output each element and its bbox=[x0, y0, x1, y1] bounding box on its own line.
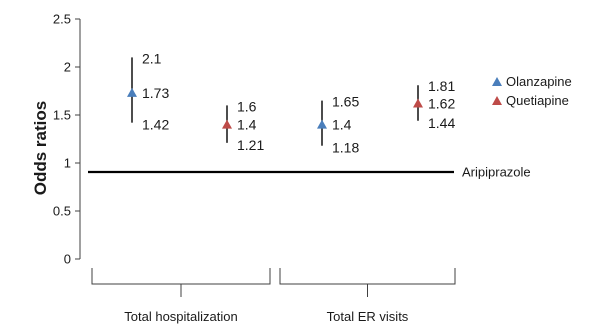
data-points: 2.1 1.73 1.42 1.65 1.4 1.18 1.6 1.4 1.21 1.811.62… bbox=[127, 50, 455, 156]
point-marker bbox=[222, 119, 232, 129]
point-value-label: 1.4 bbox=[237, 117, 257, 133]
y-tick-label: 0.5 bbox=[53, 204, 71, 219]
upper-ci-label: 1.81 bbox=[428, 78, 455, 94]
lower-ci-label: 1.44 bbox=[428, 115, 455, 131]
category-label: Total hospitalization bbox=[124, 309, 237, 324]
reference-line-group: Aripiprazole bbox=[88, 165, 531, 180]
point-marker bbox=[413, 98, 423, 108]
legend: Olanzapine Quetiapine bbox=[492, 74, 572, 108]
point-marker bbox=[127, 87, 137, 97]
reference-label: Aripiprazole bbox=[462, 165, 531, 180]
category-label: Total ER visits bbox=[327, 309, 409, 324]
legend-label: Olanzapine bbox=[506, 74, 572, 89]
upper-ci-label: 2.1 bbox=[142, 50, 162, 66]
upper-ci-label: 1.65 bbox=[332, 94, 359, 110]
legend-label: Quetiapine bbox=[506, 93, 569, 108]
y-axis: 0 0.5 1 1.5 2 2.5 bbox=[53, 12, 81, 267]
category-bracket bbox=[279, 268, 456, 297]
lower-ci-label: 1.21 bbox=[237, 137, 264, 153]
y-tick-label: 1 bbox=[64, 156, 71, 171]
point-value-label: 1.62 bbox=[428, 95, 455, 111]
y-tick-label: 0 bbox=[64, 252, 71, 267]
point-value-label: 1.73 bbox=[142, 85, 169, 101]
point-marker bbox=[317, 119, 327, 129]
upper-ci-label: 1.6 bbox=[237, 98, 257, 114]
y-tick-label: 1.5 bbox=[53, 108, 71, 123]
point-value-label: 1.4 bbox=[332, 117, 352, 133]
lower-ci-label: 1.42 bbox=[142, 117, 169, 133]
y-tick-label: 2 bbox=[64, 60, 71, 75]
category-brackets: Total hospitalization Total ER visits bbox=[91, 268, 456, 324]
category-bracket bbox=[91, 268, 271, 297]
legend-marker bbox=[492, 77, 502, 86]
legend-marker bbox=[492, 96, 502, 105]
lower-ci-label: 1.18 bbox=[332, 140, 359, 156]
y-tick-label: 2.5 bbox=[53, 12, 71, 27]
y-axis-title: Odds ratios bbox=[31, 101, 50, 195]
